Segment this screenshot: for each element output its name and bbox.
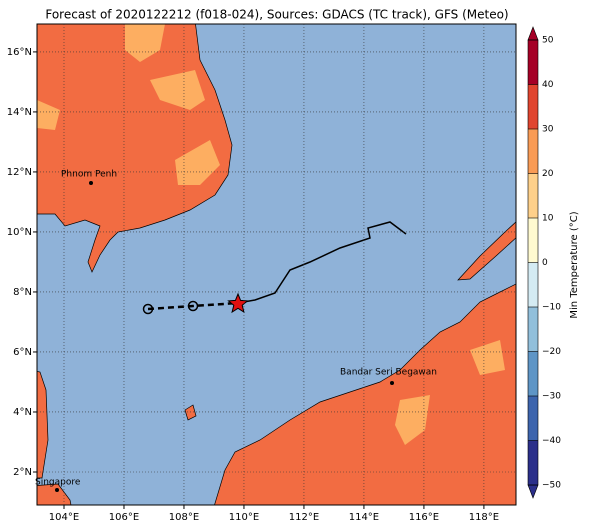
place-marker [390, 381, 394, 385]
x-tick-label: 116°E [409, 512, 439, 523]
colorbar-tick-label: 30 [542, 125, 554, 135]
colorbar-tick-label: 20 [542, 169, 554, 179]
colorbar-tick-label: −50 [542, 481, 561, 491]
y-tick-label: 14°N [7, 107, 32, 118]
colorbar-band [528, 351, 538, 396]
colorbar-tick-label: 0 [542, 258, 548, 268]
x-tick-label: 110°E [229, 512, 259, 523]
colorbar-band [528, 218, 538, 263]
x-tick-label: 106°E [109, 512, 139, 523]
place-marker [89, 181, 93, 185]
place-label: Singapore [35, 478, 81, 488]
place-marker [55, 488, 59, 492]
y-tick-label: 12°N [7, 167, 32, 178]
colorbar-tick-label: −20 [542, 347, 561, 357]
x-tick-label: 114°E [349, 512, 379, 523]
colorbar-band [528, 307, 538, 352]
colorbar-band [528, 84, 538, 129]
y-tick-label: 6°N [13, 347, 32, 358]
y-tick-label: 10°N [7, 227, 32, 238]
colorbar-band [528, 40, 538, 85]
colorbar-band [528, 440, 538, 485]
colorbar-extension [527, 26, 539, 41]
colorbar-tick-label: −40 [542, 436, 561, 446]
x-tick-label: 118°E [469, 512, 499, 523]
colorbar-band [528, 129, 538, 174]
colorbar-band [528, 262, 538, 307]
x-tick-label: 112°E [289, 512, 319, 523]
colorbar-tick-label: −10 [542, 303, 561, 313]
x-tick-label: 108°E [169, 512, 199, 523]
colorbar-tick-label: 10 [542, 214, 554, 224]
y-tick-label: 2°N [13, 467, 32, 478]
place-label: Phnom Penh [61, 170, 117, 180]
colorbar-band [528, 173, 538, 218]
y-tick-label: 4°N [13, 407, 32, 418]
colorbar-extension [527, 484, 539, 499]
map-frame [36, 23, 517, 506]
colorbar-tick-label: 40 [542, 80, 554, 90]
colorbar-label: Min Temperature (°C) [569, 211, 580, 318]
x-tick-label: 104°E [49, 512, 79, 523]
y-tick-label: 8°N [13, 287, 32, 298]
y-tick-label: 16°N [7, 47, 32, 58]
map-title: Forecast of 2020122212 (f018-024), Sourc… [45, 8, 508, 22]
place-label: Bandar Seri Begawan [340, 368, 437, 378]
colorbar-tick-label: 50 [542, 36, 554, 46]
colorbar-band [528, 396, 538, 441]
colorbar-tick-label: −30 [542, 392, 561, 402]
